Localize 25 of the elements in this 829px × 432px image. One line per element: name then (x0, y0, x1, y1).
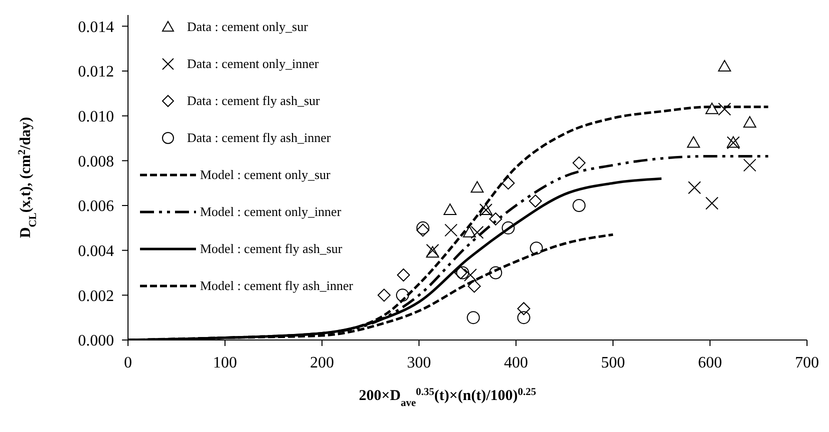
y-tick-label: 0.014 (78, 18, 114, 36)
y-tick-label: 0.008 (78, 153, 114, 170)
y-tick-label: 0.012 (78, 64, 114, 81)
legend-label: Model : cement fly ash_inner (200, 278, 354, 294)
legend-label: Data : cement only_sur (187, 18, 308, 34)
y-tick-label: 0.004 (78, 243, 114, 260)
x-tick-label: 700 (795, 354, 819, 372)
x-tick-label: 100 (213, 354, 237, 372)
y-tick-label: 0.000 (78, 332, 114, 350)
y-tick-label: 0.002 (78, 288, 114, 305)
legend-label: Model : cement only_inner (200, 204, 342, 220)
x-axis-title: 200×D$_{ave}$$^{0.35}$(t)×(n(t)/100)$^{0.25}$ (358, 386, 536, 408)
legend-label: Data : cement only_inner (187, 56, 319, 72)
legend-label: Model : cement only_sur (200, 166, 330, 182)
legend-label: Data : cement fly ash_inner (187, 130, 331, 146)
x-tick-label: 0 (124, 354, 132, 372)
y-tick-label: 0.006 (78, 198, 114, 216)
x-tick-label: 500 (601, 354, 625, 372)
legend-label: Model : cement fly ash_sur (200, 240, 342, 256)
x-tick-label: 200 (310, 354, 334, 372)
x-tick-label: 300 (407, 354, 431, 372)
y-tick-label: 0.010 (78, 108, 114, 126)
legend-label: Data : cement fly ash_sur (187, 92, 320, 108)
x-tick-label: 600 (698, 354, 722, 372)
x-tick-label: 400 (504, 354, 528, 372)
